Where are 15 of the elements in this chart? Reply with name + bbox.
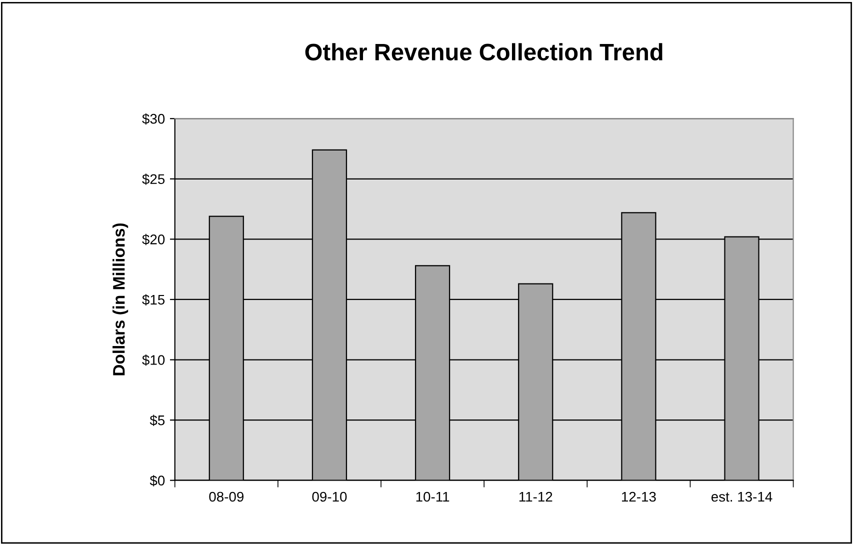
y-tick-label: $30 [142, 113, 165, 125]
y-tick-label: $5 [150, 414, 165, 426]
y-tick-label: $25 [142, 174, 165, 185]
y-tick-label: $0 [150, 475, 165, 486]
x-tick-label: 12-13 [622, 492, 656, 502]
x-tick-label: 09-10 [312, 492, 347, 502]
x-tick-label: 08-09 [209, 492, 244, 502]
y-tick-label: $20 [142, 234, 165, 246]
x-tick-label: 11-12 [519, 492, 552, 502]
x-tick-label: 10-11 [416, 492, 450, 502]
y-axis-title: Dollars (in Millions) [112, 223, 128, 376]
x-tick-label: est. 13-14 [711, 492, 772, 502]
y-tick-label: $15 [142, 294, 165, 306]
chart-title: Other Revenue Collection Trend [305, 43, 662, 60]
y-tick-label: $10 [142, 354, 165, 366]
